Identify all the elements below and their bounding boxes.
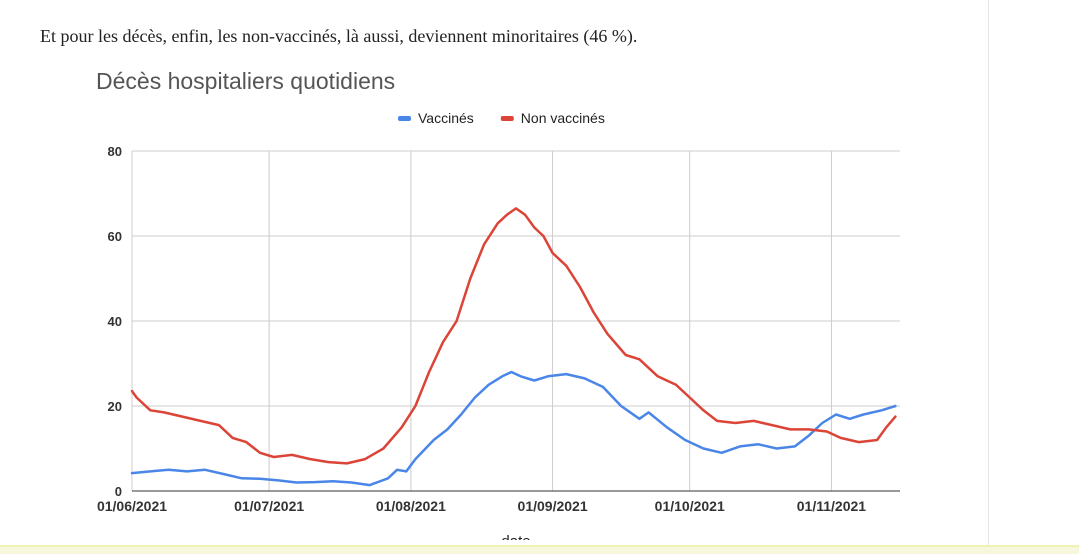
x-tick-label: 01/07/2021 [234,498,304,514]
y-tick-label: 80 [108,144,122,159]
highlight-strip [0,545,1079,554]
x-tick-label: 01/09/2021 [518,498,588,514]
grid [131,150,900,491]
series-line [130,207,897,465]
x-tick-label: 01/11/2021 [797,498,867,514]
axes: 0 20 40 60 80 01/06/2021 01/07/2021 01/08/2021 0… [97,144,900,514]
x-tick-label: 01/10/2021 [655,498,725,514]
legend-swatch [398,116,411,121]
legend-label: Non vaccinés [521,110,605,126]
article-paragraph: Et pour les décès, enfin, les non-vaccin… [40,26,638,46]
legend-label: Vaccinés [418,110,474,126]
column-divider [988,0,989,552]
line-chart: Décès hospitaliers quotidiens 0204060800… [96,68,900,540]
chart-title: Décès hospitaliers quotidiens [96,68,395,94]
chart-card: Décès hospitaliers quotidiens 0 20 40 60 80 0… [80,60,916,540]
x-tick-label: 01/08/2021 [376,498,446,514]
x-axis-title: date [501,533,530,540]
series-line [130,370,897,487]
legend-swatch [500,116,514,121]
y-tick-label: 60 [108,229,122,244]
legend: Vaccinés Non vaccinés [398,110,605,126]
series-lines [130,207,897,487]
y-tick-label: 0 [115,484,122,499]
y-tick-label: 20 [108,399,122,414]
y-tick-label: 40 [108,314,122,329]
x-tick-label: 01/06/2021 [97,498,167,514]
